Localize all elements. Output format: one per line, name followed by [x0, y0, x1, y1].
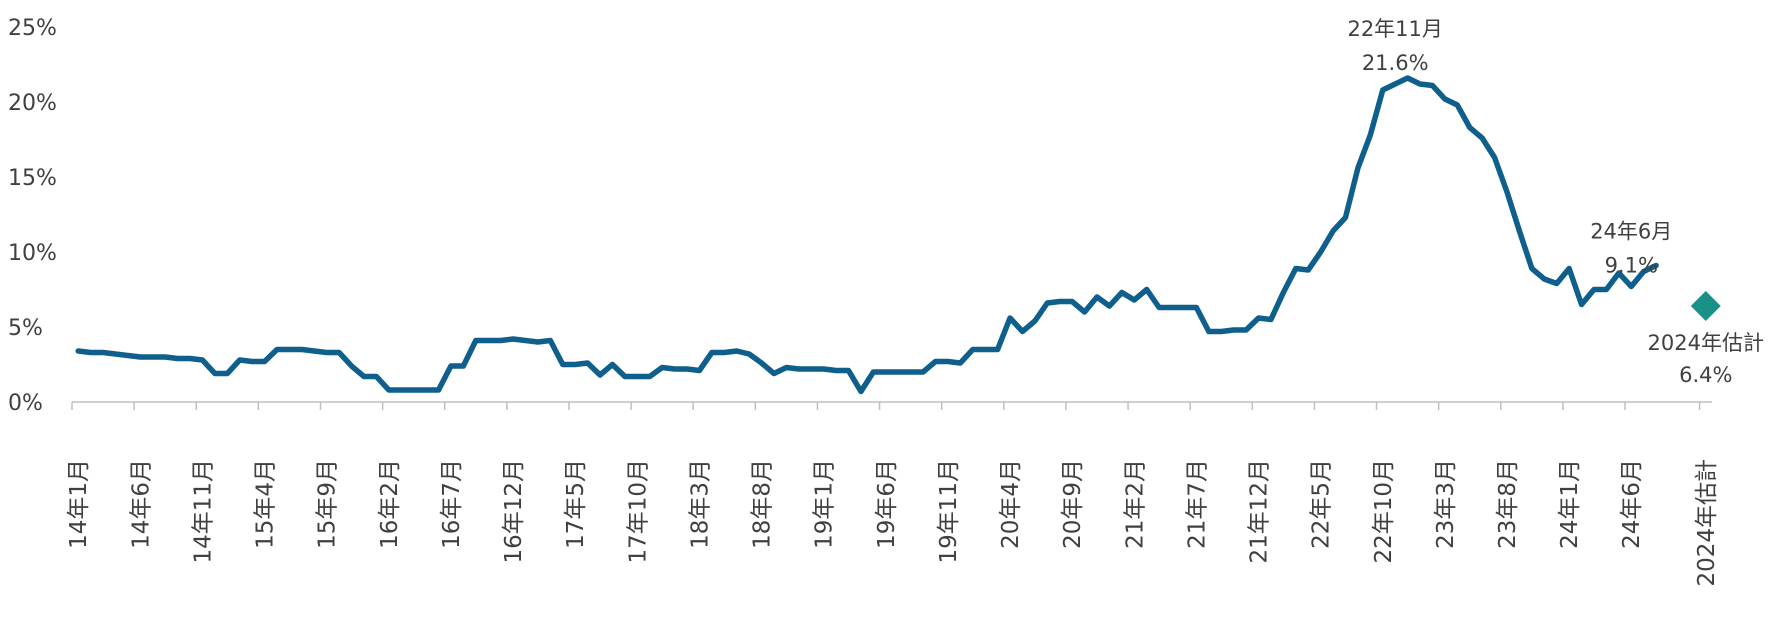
x-tick-label: 17年5月: [563, 459, 589, 549]
x-tick-label: 23年3月: [1433, 459, 1459, 549]
estimate-value-label: 6.4%: [1679, 363, 1732, 387]
x-tick-label: 16年12月: [501, 459, 527, 564]
x-tick-label: 16年7月: [439, 459, 465, 549]
x-tick-label: 18年3月: [687, 459, 713, 549]
x-tick-label: 2024年估計: [1694, 459, 1720, 587]
x-tick-label: 21年2月: [1122, 459, 1148, 549]
x-tick-label: 15年9月: [315, 459, 341, 549]
x-tick-label: 18年8月: [750, 459, 776, 549]
x-tick-label: 14年1月: [66, 459, 92, 549]
annotation-date: 24年6月: [1590, 220, 1672, 244]
y-tick-label: 0%: [8, 391, 43, 416]
y-tick-label: 5%: [8, 316, 43, 341]
x-tick-label: 22年10月: [1371, 459, 1397, 564]
x-tick-label: 20年9月: [1060, 459, 1086, 549]
annotation-date: 22年11月: [1347, 17, 1442, 41]
x-tick-label: 24年1月: [1557, 459, 1583, 549]
x-axis: 14年1月 14年6月 14年11月 15年4月 15年9月 16年2月 16年7月 16年1…: [66, 402, 1720, 587]
x-tick-label: 17年10月: [625, 459, 651, 564]
y-tick-label: 20%: [8, 91, 57, 116]
annotation-value: 21.6%: [1362, 51, 1429, 75]
x-tick-label: 21年12月: [1247, 459, 1273, 564]
annotations: 22年11月 21.6% 24年6月 9.1%: [1347, 17, 1672, 278]
x-tick-label: 22年5月: [1309, 459, 1335, 549]
x-tick-label: 24年6月: [1619, 459, 1645, 549]
x-tick-label: 19年1月: [812, 459, 838, 549]
x-tick-label: 23年8月: [1495, 459, 1521, 549]
y-tick-label: 10%: [8, 241, 57, 266]
x-tick-label: 19年11月: [936, 459, 962, 564]
inflation-series-line: [75, 75, 1659, 395]
x-tick-label: 15年4月: [253, 459, 279, 549]
x-tick-label: 21年7月: [1184, 459, 1210, 549]
x-tick-label: 14年11月: [190, 459, 216, 564]
estimate-label: 2024年估計: [1648, 331, 1764, 355]
x-tick-label: 20年4月: [998, 459, 1024, 549]
estimate-marker-group: 2024年估計 6.4%: [1648, 291, 1764, 387]
y-tick-label: 15%: [8, 166, 57, 191]
x-tick-label: 14年6月: [128, 459, 154, 549]
y-axis: 0% 5% 10% 15% 20% 25%: [8, 16, 57, 416]
y-tick-label: 25%: [8, 16, 57, 41]
estimate-diamond: [1690, 291, 1721, 321]
x-tick-label: 19年6月: [874, 459, 900, 549]
annotation-value: 9.1%: [1605, 254, 1658, 278]
x-tick-label: 16年2月: [377, 459, 403, 549]
